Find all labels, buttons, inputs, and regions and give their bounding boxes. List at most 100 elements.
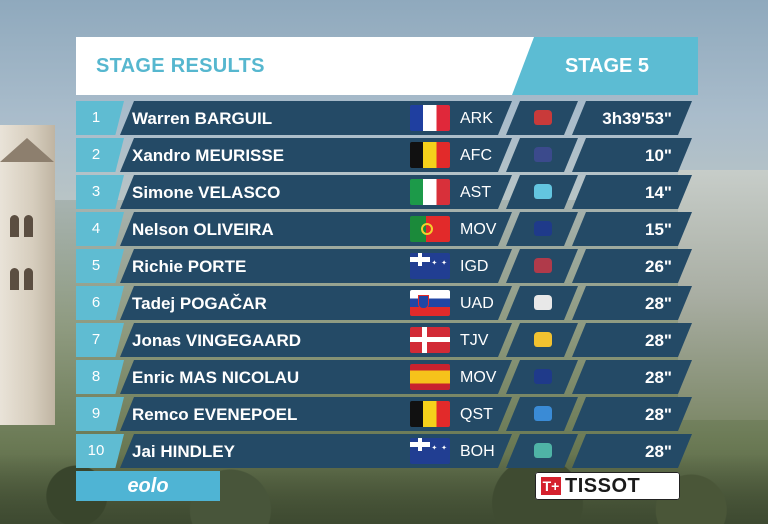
tower-window [10,268,19,290]
time-box [572,360,692,394]
tissot-logo: T+ TISSOT [535,472,680,500]
france-flag-icon [410,105,450,131]
team-jersey-icon [534,258,552,273]
position-box [76,212,124,246]
time-box [572,286,692,320]
header-bar [76,37,534,95]
rider-name: Enric MAS NICOLAU [132,368,300,387]
finish-time: 28" [645,442,672,461]
rider-name: Xandro MEURISSE [132,146,285,165]
position-box [76,434,124,468]
position-box [76,249,124,283]
rider-name: Simone VELASCO [132,183,281,202]
rider-name: Richie PORTE [132,257,247,276]
team-jersey-icon [534,147,552,162]
position-number: 10 [87,442,105,459]
finish-time: 14" [645,183,672,202]
italy-flag-icon [410,179,450,205]
finish-time: 28" [645,331,672,350]
team-code: AFC [460,147,492,164]
time-box [572,138,692,172]
tower-window [24,215,33,237]
team-code: AST [460,184,492,201]
rider-name: Warren BARGUIL [132,109,273,128]
stage-banner [512,37,698,95]
position-box [76,175,124,209]
time-box [572,101,692,135]
stage-label: STAGE 5 [564,55,650,77]
rider-name: Jai HINDLEY [132,442,235,461]
bell-tower-roof [0,138,54,162]
position-number: 5 [91,257,101,274]
team-jersey-icon [534,332,552,347]
time-box [572,323,692,357]
table-row: 3 Simone VELASCO AST 14" [76,175,692,209]
team-code: IGD [460,258,489,275]
belgium-flag-icon [410,401,450,427]
table-row: 6 Tadej POGAČAR UAD 28" [76,286,692,320]
australia-flag-icon [410,253,450,279]
time-box [572,434,692,468]
time-box [572,175,692,209]
position-number: 9 [91,405,101,422]
tower-window [24,268,33,290]
team-code: BOH [460,443,495,460]
rider-name: Tadej POGAČAR [132,294,267,313]
page-title: STAGE RESULTS [96,55,265,77]
rider-name: Nelson OLIVEIRA [132,220,274,239]
tissot-wordmark: TISSOT [565,475,641,497]
eolo-logo: eolo [76,471,220,501]
team-code: QST [460,406,493,423]
table-row: 10 Jai HINDLEY BOH 28" [76,434,692,468]
position-number: 6 [91,294,101,311]
position-box [76,286,124,320]
time-box [572,249,692,283]
team-jersey-icon [534,184,552,199]
rider-name: Remco EVENEPOEL [132,405,298,424]
finish-time: 28" [645,405,672,424]
team-code: TJV [460,332,489,349]
spain-flag-icon [410,364,450,390]
denmark-flag-icon [410,327,450,353]
background-town [678,170,768,420]
team-jersey-icon [534,110,552,125]
belgium-flag-icon [410,142,450,168]
team-jersey-icon [534,295,552,310]
table-row: 8 Enric MAS NICOLAU MOV 28" [76,360,692,394]
team-jersey-icon [534,221,552,236]
finish-time: 15" [645,220,672,239]
position-number: 8 [91,368,101,385]
australia-flag-icon [410,438,450,464]
time-box [572,212,692,246]
finish-time: 3h39'53" [602,109,672,128]
position-number: 2 [91,146,101,163]
position-number: 7 [91,331,101,348]
position-box [76,323,124,357]
rider-name: Jonas VINGEGAARD [132,331,302,350]
position-box [76,101,124,135]
table-row: 1 Warren BARGUIL ARK 3h39'53" [76,101,692,135]
table-row: 4 Nelson OLIVEIRA MOV 15" [76,212,692,246]
position-box [76,397,124,431]
table-row: 5 Richie PORTE IGD 26" [76,249,692,283]
tissot-cross-icon: T+ [541,477,561,495]
position-number: 3 [91,183,101,200]
position-box [76,138,124,172]
slovenia-flag-icon [410,290,450,316]
team-code: ARK [460,110,493,127]
position-number: 1 [91,109,101,126]
team-code: MOV [460,369,497,386]
finish-time: 10" [645,146,672,165]
finish-time: 28" [645,368,672,387]
time-box [572,397,692,431]
table-row: 9 Remco EVENEPOEL QST 28" [76,397,692,431]
team-jersey-icon [534,369,552,384]
table-row: 7 Jonas VINGEGAARD TJV 28" [76,323,692,357]
finish-time: 26" [645,257,672,276]
team-code: MOV [460,221,497,238]
team-jersey-icon [534,443,552,458]
team-code: UAD [460,295,494,312]
tower-window [10,215,19,237]
position-box [76,360,124,394]
finish-time: 28" [645,294,672,313]
